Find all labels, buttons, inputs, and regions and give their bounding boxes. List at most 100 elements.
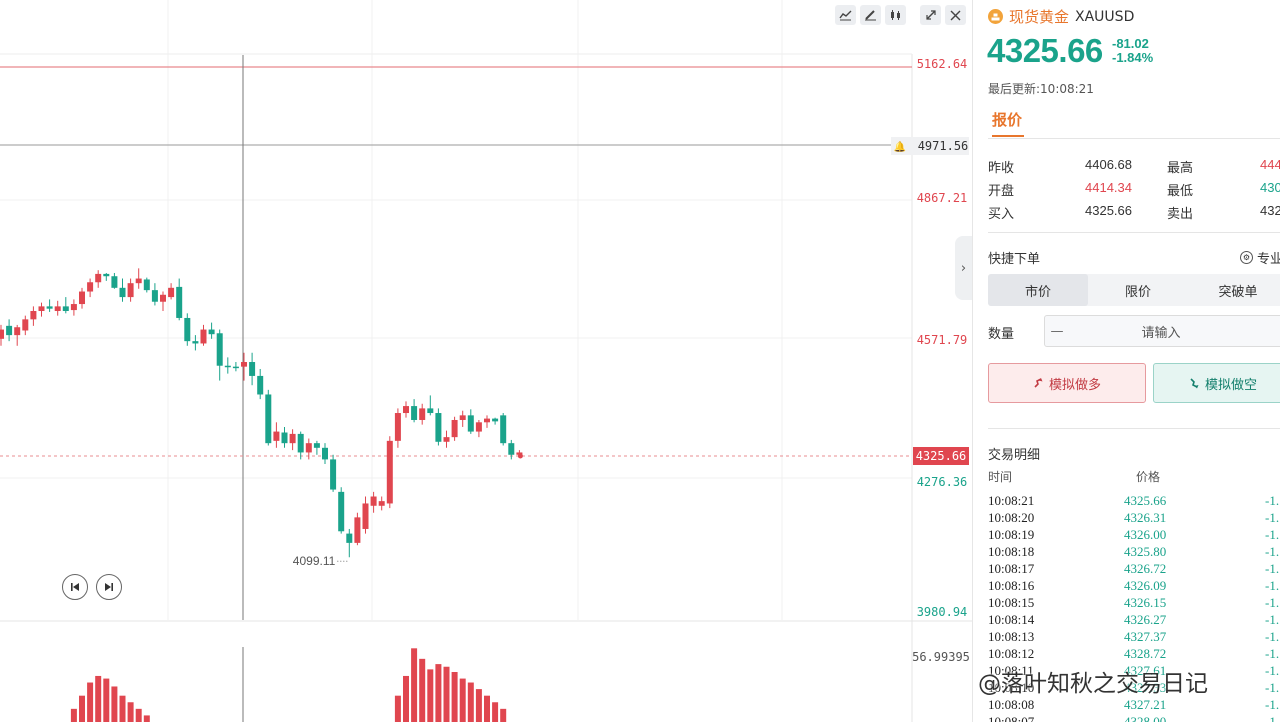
candle-body: [224, 365, 231, 368]
price-axis-label: 3980.94: [917, 605, 968, 619]
candle-body: [0, 329, 4, 339]
candle-body: [192, 341, 199, 344]
simulated-long-button[interactable]: 模拟做多: [988, 363, 1146, 403]
trade-time: 10:08:12: [988, 646, 1035, 661]
candle-body: [119, 287, 126, 298]
trade-time: 10:08:20: [988, 510, 1035, 525]
trade-price: 4326.00: [1124, 527, 1167, 542]
candle-body: [297, 433, 304, 453]
trade-row: 10:08:11 4327.61 -1.: [988, 663, 1280, 680]
trade-price: 4328.00: [1124, 714, 1167, 722]
trade-row: 10:08:19 4326.00 -1.: [988, 527, 1280, 544]
trade-price: 4327.33: [1124, 680, 1167, 695]
price-axis-label: 4276.36: [917, 475, 968, 489]
quote-value: 4325.66: [1085, 203, 1132, 218]
chart-toolbar: [835, 5, 966, 25]
pro-mode-link[interactable]: ⚙ 专业: [1240, 248, 1280, 267]
trade-change: -1.: [1265, 697, 1280, 712]
candle-body: [151, 290, 158, 302]
draw-pen-icon[interactable]: [860, 5, 881, 25]
tab-breakout-order[interactable]: 突破单: [1218, 284, 1258, 300]
candle-body: [87, 282, 94, 292]
scroll-to-end-icon[interactable]: [96, 574, 122, 600]
close-icon[interactable]: [945, 5, 966, 25]
quote-label: 最高: [1167, 161, 1194, 176]
trade-time: 10:08:08: [988, 697, 1035, 712]
volume-bar: [411, 648, 418, 722]
trade-list: 10:08:21 4325.66 -1. 10:08:20 4326.31 -1. 10:0…: [988, 493, 1280, 722]
change-percent: -1.84%: [1112, 50, 1154, 65]
trade-change: -1.: [1265, 544, 1280, 559]
volume-bar: [492, 702, 499, 722]
current-price-dot: [517, 453, 523, 459]
simulated-short-button[interactable]: 模拟做空: [1153, 363, 1280, 403]
quote-value: 430: [1260, 180, 1280, 195]
trade-change: -1.: [1265, 629, 1280, 644]
quick-order-title: 快捷下单: [988, 252, 1041, 267]
candle-body: [411, 406, 418, 420]
candle-type-icon[interactable]: [885, 5, 906, 25]
trade-change: -1.: [1265, 578, 1280, 593]
trade-row: 10:08:18 4325.80 -1.: [988, 544, 1280, 561]
volume-bar: [459, 678, 466, 722]
candle-body: [127, 283, 134, 298]
simulated-long-label: 模拟做多: [1048, 377, 1101, 393]
candle-body: [492, 418, 499, 422]
quote-value: 432: [1260, 203, 1280, 218]
candle-body: [168, 287, 175, 298]
scroll-to-start-icon[interactable]: [62, 574, 88, 600]
current-price-label: 4325.66: [916, 449, 967, 463]
candle-body: [38, 306, 45, 312]
quantity-input[interactable]: — 请输入: [1044, 315, 1280, 347]
alert-bell-icon: 🔔: [894, 141, 906, 153]
candle-body: [305, 443, 312, 453]
quantity-decrement-button[interactable]: —: [1050, 323, 1064, 339]
candle-body: [403, 406, 409, 414]
trade-price: 4327.21: [1124, 697, 1167, 712]
collapse-panel-tab[interactable]: ›: [955, 236, 972, 300]
volume-bar: [95, 675, 102, 722]
candle-body: [257, 375, 264, 395]
trade-row: 10:08:15 4326.15 -1.: [988, 595, 1280, 612]
tab-market-order[interactable]: 市价: [988, 274, 1088, 306]
trade-price: 4327.61: [1124, 663, 1167, 678]
volume-bar: [403, 675, 409, 722]
candle-body: [500, 415, 507, 444]
quantity-label: 数量: [988, 327, 1015, 342]
fullscreen-icon[interactable]: [920, 5, 941, 25]
trade-row: 10:08:20 4326.31 -1.: [988, 510, 1280, 527]
candle-body: [338, 491, 345, 532]
volume-bar: [79, 695, 85, 722]
trade-change: -1.: [1265, 646, 1280, 661]
price-change: -81.02 -1.84%: [1112, 37, 1153, 65]
candle-body: [419, 408, 426, 420]
candle-body: [386, 440, 393, 504]
chart-line-icon[interactable]: [835, 5, 856, 25]
candle-body: [200, 329, 207, 344]
tab-limit-order[interactable]: 限价: [1124, 284, 1151, 300]
quote-label: 买入: [988, 207, 1015, 222]
trade-time: 10:08:11: [988, 663, 1034, 678]
candle-body: [79, 291, 85, 305]
candle-body: [370, 496, 377, 506]
candle-body: [475, 422, 482, 432]
trade-time: 10:08:18: [988, 544, 1035, 559]
candle-body: [516, 452, 523, 455]
tab-active-underline: [992, 135, 1024, 137]
candle-body: [184, 317, 191, 342]
divider: [988, 428, 1280, 429]
candlestick-chart[interactable]: 4099.11 5162.64 🔔 4971.56 4867.21 4571.79 4325…: [0, 0, 972, 722]
change-value: -81.02: [1112, 36, 1149, 51]
candle-body: [281, 432, 288, 444]
trade-change: -1.: [1265, 527, 1280, 542]
trade-time: 10:08:14: [988, 612, 1035, 627]
candle-body: [30, 311, 37, 320]
tab-quote[interactable]: 报价: [992, 111, 1023, 129]
candle-body: [451, 419, 458, 438]
last-update-time: 最后更新:10:08:21: [988, 82, 1094, 96]
trade-time: 10:08:13: [988, 629, 1035, 644]
volume-bar: [111, 686, 118, 722]
candle-body: [322, 447, 328, 460]
candlestick-chart-area[interactable]: 4099.11 5162.64 🔔 4971.56 4867.21 4571.79 4325…: [0, 0, 972, 722]
candle-body: [378, 501, 385, 506]
